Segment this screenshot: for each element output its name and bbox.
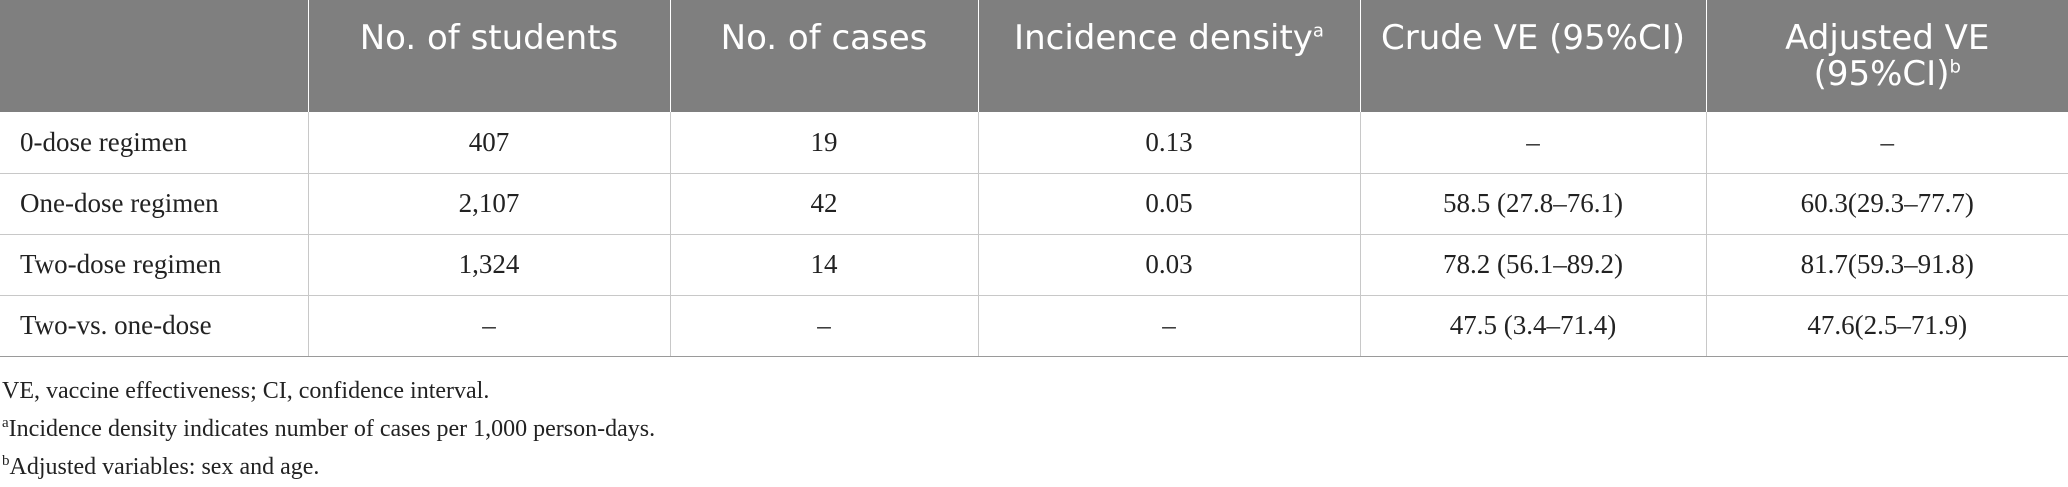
incidence-cell: –: [977, 295, 1360, 357]
row-label: 0-dose regimen: [0, 112, 308, 174]
table-row: Two-vs. one-dose – – – 47.5 (3.4–71.4) 4…: [0, 295, 2068, 357]
footnote-abbreviations: VE, vaccine effectiveness; CI, confidenc…: [2, 378, 490, 404]
crude-ve-cell: 58.5 (27.8–76.1): [1359, 173, 1706, 235]
footnote-marker-a: a: [1312, 20, 1324, 42]
adjusted-ve-cell: 60.3(29.3–77.7): [1705, 173, 2068, 235]
header-adjusted-ve: Adjusted VE (95%CI)b: [1705, 0, 2068, 112]
crude-ve-cell: 78.2 (56.1–89.2): [1359, 234, 1706, 296]
header-crude-ve: Crude VE (95%CI): [1359, 0, 1706, 112]
footnote-marker-b: b: [1949, 56, 1961, 78]
students-cell: 2,107: [307, 173, 670, 235]
footnote-a: aIncidence density indicates number of c…: [2, 415, 656, 443]
table-row: 0-dose regimen 407 19 0.13 – –: [0, 112, 2068, 174]
row-label: Two-dose regimen: [0, 234, 308, 296]
table-footnotes: VE, vaccine effectiveness; CI, confidenc…: [0, 372, 655, 486]
adjusted-ve-cell: –: [1705, 112, 2068, 174]
cases-cell: –: [669, 295, 978, 357]
header-incidence-density: Incidence densitya: [977, 0, 1360, 112]
results-table-container: No. of students No. of cases Incidence d…: [0, 0, 2068, 357]
crude-ve-cell: –: [1359, 112, 1706, 174]
header-no-of-cases: No. of cases: [669, 0, 978, 112]
vaccine-effectiveness-table: No. of students No. of cases Incidence d…: [0, 0, 2068, 357]
cases-cell: 19: [669, 112, 978, 174]
table-row: Two-dose regimen 1,324 14 0.03 78.2 (56.…: [0, 234, 2068, 296]
footnote-mark: b: [2, 453, 10, 469]
cases-cell: 42: [669, 173, 978, 235]
cases-cell: 14: [669, 234, 978, 296]
incidence-cell: 0.05: [977, 173, 1360, 235]
students-cell: 1,324: [307, 234, 670, 296]
incidence-cell: 0.03: [977, 234, 1360, 296]
table-header-row: No. of students No. of cases Incidence d…: [0, 0, 2068, 112]
footnote-b: bAdjusted variables: sex and age.: [2, 453, 320, 481]
incidence-cell: 0.13: [977, 112, 1360, 174]
header-cell-empty: [0, 0, 308, 112]
adjusted-ve-cell: 81.7(59.3–91.8): [1705, 234, 2068, 296]
table-row: One-dose regimen 2,107 42 0.05 58.5 (27.…: [0, 173, 2068, 235]
adjusted-ve-cell: 47.6(2.5–71.9): [1705, 295, 2068, 357]
crude-ve-cell: 47.5 (3.4–71.4): [1359, 295, 1706, 357]
students-cell: 407: [307, 112, 670, 174]
footnote-mark: a: [2, 415, 9, 431]
row-label: One-dose regimen: [0, 173, 308, 235]
students-cell: –: [307, 295, 670, 357]
header-no-of-students: No. of students: [307, 0, 670, 112]
row-label: Two-vs. one-dose: [0, 295, 308, 357]
